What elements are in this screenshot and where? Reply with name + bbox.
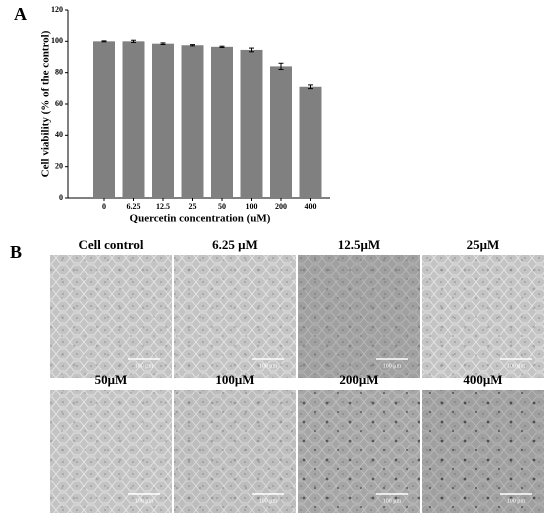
image-title: 50μM xyxy=(95,372,128,387)
error-bar xyxy=(160,42,166,45)
y-tick-label: 120 xyxy=(51,5,63,14)
error-bar xyxy=(101,40,107,43)
scale-bar-label: 100 μm xyxy=(135,363,154,369)
y-tick-label: 60 xyxy=(55,99,63,108)
y-tick-label: 80 xyxy=(55,67,63,76)
image-title: 12.5μM xyxy=(338,237,380,252)
micrograph-debris xyxy=(50,255,172,378)
scale-bar-label: 100 μm xyxy=(259,498,278,504)
scale-bar-label: 100 μm xyxy=(383,363,402,369)
micrograph-debris xyxy=(50,390,172,513)
y-axis-title: Cell viability (% of the control) xyxy=(40,30,52,177)
x-tick-label: 25 xyxy=(189,202,197,211)
bar xyxy=(152,43,174,198)
micrograph-debris xyxy=(174,390,296,513)
x-tick-label: 0 xyxy=(102,202,106,211)
image-title: 400μM xyxy=(463,372,502,387)
scale-bar-label: 100 μm xyxy=(507,363,526,369)
bar xyxy=(93,41,115,199)
error-bar xyxy=(219,45,225,48)
image-title: 25μM xyxy=(467,237,500,252)
scale-bar-label: 100 μm xyxy=(259,363,278,369)
y-tick-label: 20 xyxy=(55,161,63,170)
error-bar xyxy=(249,47,254,53)
error-bar xyxy=(190,44,195,47)
image-title: 6.25 μM xyxy=(212,237,258,252)
error-bar xyxy=(131,39,136,43)
panel-label: B xyxy=(10,242,22,262)
x-tick-label: 400 xyxy=(305,202,317,211)
y-tick-label: 0 xyxy=(59,193,63,202)
bar xyxy=(181,45,204,198)
image-title: 200μM xyxy=(339,372,378,387)
error-bar xyxy=(308,84,313,90)
x-tick-label: 12.5 xyxy=(156,202,170,211)
x-tick-label: 200 xyxy=(275,202,287,211)
micrograph-debris xyxy=(422,255,544,378)
bar xyxy=(299,86,322,198)
bar xyxy=(211,46,233,198)
micrograph-debris xyxy=(174,255,296,378)
panel-label: A xyxy=(14,4,27,24)
x-tick-label: 100 xyxy=(246,202,258,211)
error-bar xyxy=(278,62,284,71)
y-tick-label: 40 xyxy=(55,130,63,139)
x-tick-label: 6.25 xyxy=(127,202,141,211)
x-axis-title: Quercetin concentration (uM) xyxy=(130,213,271,225)
bar xyxy=(270,66,292,199)
image-title: 100μM xyxy=(215,372,254,387)
scale-bar-label: 100 μm xyxy=(507,498,526,504)
micrograph-debris xyxy=(298,390,420,513)
scale-bar-label: 100 μm xyxy=(383,498,402,504)
bar xyxy=(122,41,145,199)
bar xyxy=(240,49,263,199)
x-tick-label: 50 xyxy=(218,202,226,211)
image-title: Cell control xyxy=(78,237,143,252)
y-tick-label: 100 xyxy=(51,36,63,45)
scale-bar-label: 100 μm xyxy=(135,498,154,504)
micrograph-debris xyxy=(298,255,420,378)
micrograph-debris xyxy=(422,390,544,513)
